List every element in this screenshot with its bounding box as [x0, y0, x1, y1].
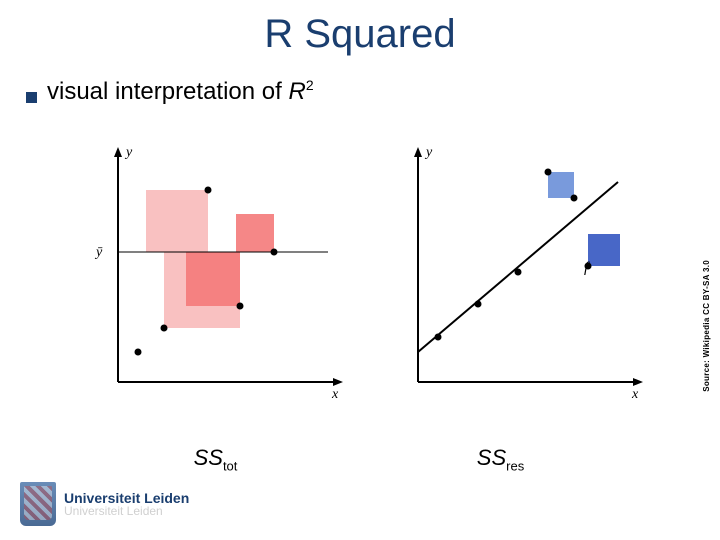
x-axis-label: x	[631, 387, 639, 402]
bullet-var: R	[288, 78, 305, 105]
sstot-chart: y ȳ x	[88, 142, 358, 422]
ssres-square	[548, 172, 574, 198]
caption-sub: res	[506, 458, 524, 473]
data-point	[515, 269, 522, 276]
caption-row: SStot SSres	[88, 445, 658, 473]
ssres-caption: SSres	[373, 445, 628, 473]
ssres-square	[588, 234, 620, 266]
ssres-chart: y f x	[388, 142, 658, 422]
source-attribution: Source: Wikipedia CC BY-SA 3.0	[702, 260, 711, 392]
data-point	[475, 301, 482, 308]
page-title: R Squared	[0, 0, 720, 57]
data-point	[435, 334, 442, 341]
bullet-sup: 2	[306, 77, 314, 93]
data-point	[237, 303, 244, 310]
data-point	[571, 195, 578, 202]
charts-area: y ȳ x y f x	[88, 142, 658, 442]
footer-logo: Universiteit Leiden Universiteit Leiden	[20, 482, 189, 526]
y-axis-label: y	[124, 145, 133, 160]
bullet-text: visual interpretation of R2	[47, 77, 314, 106]
data-point	[161, 325, 168, 332]
arrow-icon	[633, 378, 643, 386]
bullet-prefix: visual interpretation of	[47, 78, 288, 105]
data-point	[205, 187, 212, 194]
sstot-square	[186, 252, 240, 306]
bullet-square-icon	[26, 92, 37, 103]
sstot-square	[236, 214, 274, 252]
university-name-shadow: Universiteit Leiden	[64, 504, 189, 518]
data-point	[271, 249, 278, 256]
caption-sub: tot	[223, 458, 237, 473]
data-point	[545, 169, 552, 176]
sstot-square	[146, 190, 208, 252]
caption-base: SS	[477, 445, 506, 470]
arrow-icon	[333, 378, 343, 386]
data-point	[135, 349, 142, 356]
bullet-item: visual interpretation of R2	[26, 77, 720, 106]
y-axis-label: y	[424, 145, 433, 160]
caption-base: SS	[194, 445, 223, 470]
x-axis-label: x	[331, 387, 339, 402]
crest-icon	[20, 482, 56, 526]
sstot-caption: SStot	[88, 445, 343, 473]
arrow-icon	[414, 147, 422, 157]
ybar-label: ȳ	[94, 245, 103, 260]
logo-text: Universiteit Leiden Universiteit Leiden	[64, 490, 189, 518]
arrow-icon	[114, 147, 122, 157]
